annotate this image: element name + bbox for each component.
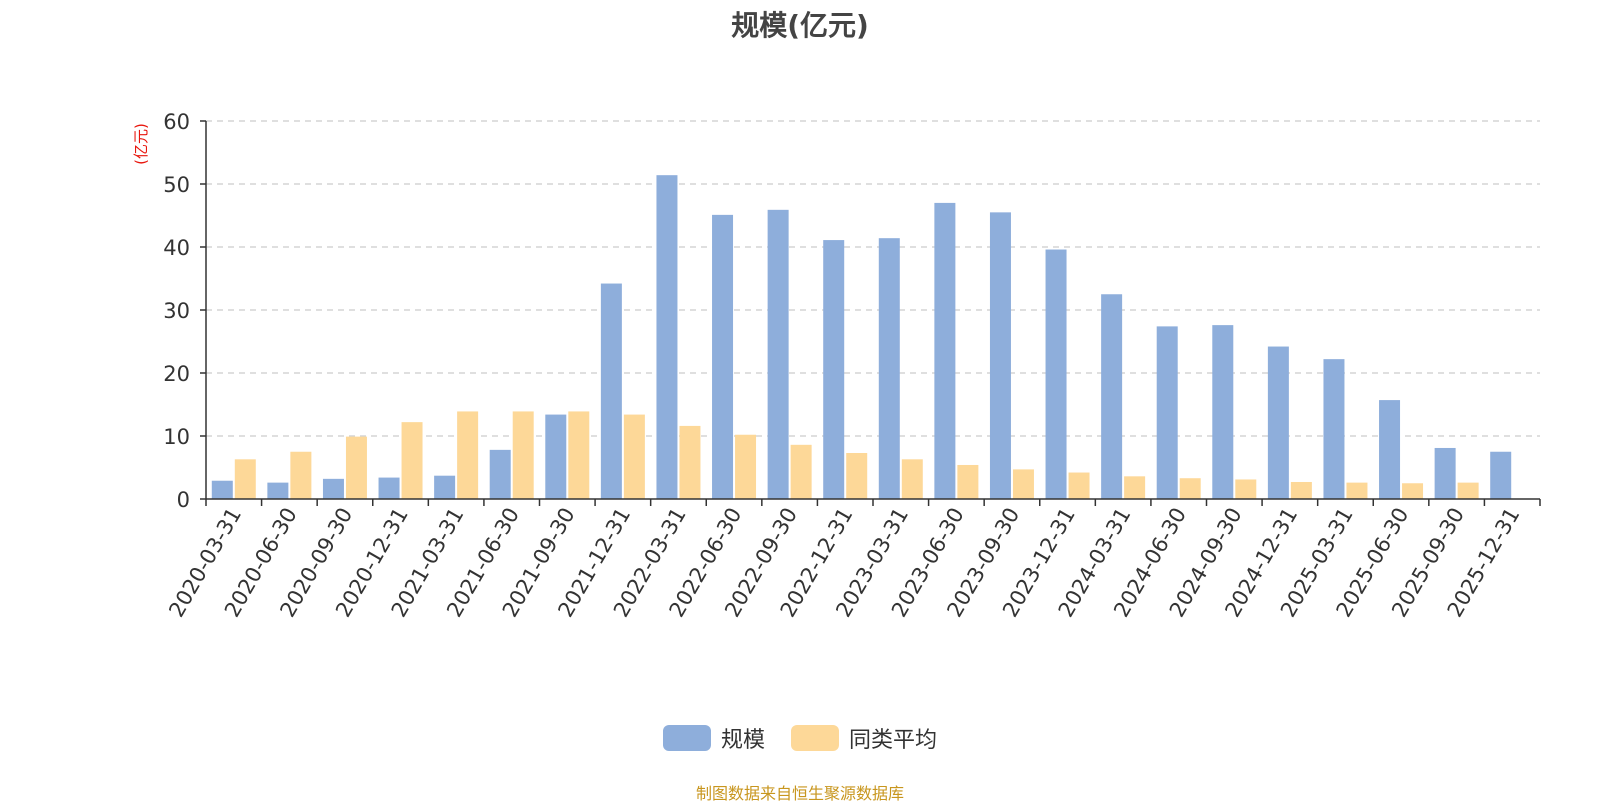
bar-peer-average <box>1402 483 1424 499</box>
bar-scale <box>1323 359 1345 499</box>
bar-peer-average <box>1235 479 1257 499</box>
bar-peer-average <box>846 453 868 499</box>
bar-peer-average <box>401 422 423 499</box>
legend-label-scale: 规模 <box>720 728 765 753</box>
bar-scale <box>656 175 678 499</box>
bar-peer-average <box>735 434 757 499</box>
bar-peer-average <box>679 425 701 499</box>
bar-peer-average <box>234 459 256 499</box>
data-source-note: 制图数据来自恒生聚源数据库 <box>695 784 904 803</box>
bar-scale <box>1379 400 1401 499</box>
bar-scale <box>211 480 233 499</box>
bar-scale <box>1434 447 1456 499</box>
legend-item-scale[interactable]: 规模 <box>662 722 765 754</box>
bar-scale <box>989 212 1011 499</box>
bar-scale <box>378 477 400 499</box>
legend-label-peer-average: 同类平均 <box>849 728 938 753</box>
bar-scale <box>1101 294 1123 499</box>
bar-scale <box>1490 451 1512 499</box>
legend: 规模 同类平均 <box>0 722 1600 754</box>
bar-scale <box>767 209 789 499</box>
bar-peer-average <box>957 464 979 499</box>
bar-scale <box>489 449 511 499</box>
gridlines <box>206 120 1540 437</box>
bar-peer-average <box>901 459 923 499</box>
bar-scale <box>545 414 567 499</box>
bar-scale <box>934 202 956 499</box>
legend-item-peer-average[interactable]: 同类平均 <box>791 722 937 754</box>
bar-scale <box>322 478 344 499</box>
bar-peer-average <box>623 414 645 499</box>
y-tick-label: 60 <box>163 110 190 134</box>
bar-peer-average <box>1179 478 1201 499</box>
bars <box>211 175 1512 499</box>
bar-peer-average <box>290 451 312 499</box>
bar-scale <box>434 475 456 499</box>
bar-peer-average <box>568 411 590 499</box>
bar-scale <box>1267 346 1289 499</box>
y-axis-label: (亿元) <box>132 123 150 165</box>
bar-peer-average <box>1012 469 1034 499</box>
y-tick-label: 40 <box>163 236 190 260</box>
bar-scale <box>1156 326 1178 499</box>
bar-scale <box>1045 249 1067 499</box>
bar-scale <box>878 238 900 499</box>
bar-peer-average <box>790 444 812 499</box>
y-tick-label: 50 <box>163 173 190 197</box>
bar-peer-average <box>1068 472 1090 499</box>
bar-chart: 01020304050602020-03-312020-06-302020-09… <box>132 110 1541 621</box>
y-tick-label: 30 <box>163 299 190 323</box>
bar-scale <box>600 283 622 499</box>
bar-peer-average <box>1124 476 1146 499</box>
legend-swatch-scale <box>662 725 711 751</box>
bar-scale <box>1212 325 1234 499</box>
bar-scale <box>267 482 289 499</box>
y-tick-label: 0 <box>177 488 190 512</box>
bar-scale <box>712 214 734 499</box>
bar-scale <box>823 240 845 499</box>
bar-peer-average <box>457 411 479 499</box>
bar-peer-average <box>345 436 367 499</box>
y-tick-label: 10 <box>163 425 190 449</box>
bar-peer-average <box>1290 481 1312 499</box>
y-tick-label: 20 <box>163 362 190 386</box>
bar-peer-average <box>1457 482 1479 499</box>
legend-swatch-peer-average <box>791 725 839 751</box>
bar-peer-average <box>1346 482 1368 499</box>
chart-title: 规模(亿元) <box>731 9 869 42</box>
bar-peer-average <box>512 411 534 499</box>
